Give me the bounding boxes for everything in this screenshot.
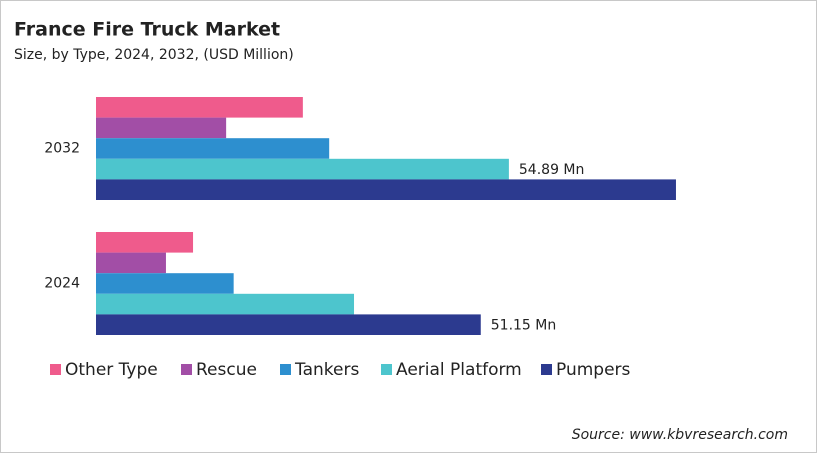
legend-label: Other Type xyxy=(65,360,158,380)
bar xyxy=(96,97,303,118)
bar xyxy=(96,179,676,200)
legend-swatch xyxy=(181,364,192,375)
legend-label: Rescue xyxy=(196,360,257,380)
y-tick-label: 2024 xyxy=(44,276,80,292)
legend-label: Tankers xyxy=(294,360,359,380)
bar xyxy=(96,232,194,253)
bar xyxy=(96,138,330,159)
bar xyxy=(96,252,166,274)
bar xyxy=(96,117,227,139)
bar xyxy=(96,158,509,180)
chart-title: France Fire Truck Market xyxy=(14,19,280,41)
legend-swatch xyxy=(381,364,392,375)
bar xyxy=(96,314,481,335)
bar xyxy=(96,273,234,294)
data-label: 51.15 Mn xyxy=(491,318,556,334)
legend-label: Pumpers xyxy=(556,360,631,380)
legend-label: Aerial Platform xyxy=(396,360,522,380)
chart-subtitle: Size, by Type, 2024, 2032, (USD Million) xyxy=(14,47,294,63)
legend-swatch xyxy=(50,364,61,375)
bar xyxy=(96,293,355,315)
y-tick-label: 2032 xyxy=(44,141,80,157)
legend-swatch xyxy=(541,364,552,375)
source: Source: www.kbvresearch.com xyxy=(572,427,788,443)
data-label: 54.89 Mn xyxy=(519,162,584,178)
legend-swatch xyxy=(280,364,291,375)
